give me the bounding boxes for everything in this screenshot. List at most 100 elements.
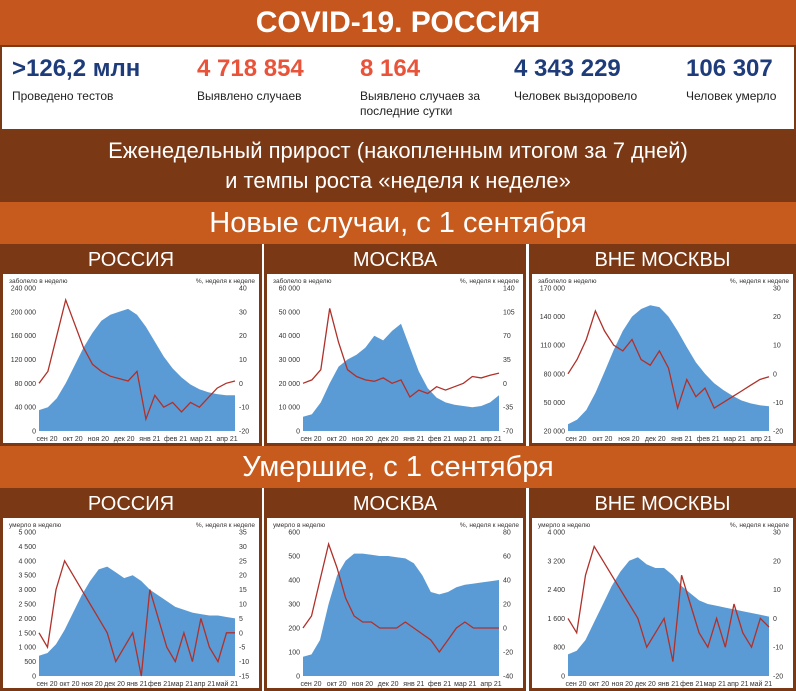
x-tick-label: апр 21 <box>194 681 215 688</box>
right-tick-label: 0 <box>503 381 507 388</box>
stat-deaths: 106 307 Человек умерло <box>686 55 776 104</box>
left-tick-label: 140 000 <box>540 314 565 321</box>
x-tick-label: фев 21 <box>164 436 187 443</box>
series-area <box>303 323 499 431</box>
panel-deaths-moscow: МОСКВА умерло в неделю %, неделя к неделе… <box>264 488 526 691</box>
left-tick-label: 1 000 <box>18 645 36 652</box>
x-tick-label: янв 21 <box>403 681 424 688</box>
chart-cases-moscow: заболело в неделю %, неделя к неделе 60 00… <box>273 277 519 443</box>
right-tick-label: -10 <box>239 405 249 412</box>
x-tick-label: ноя 20 <box>618 436 639 443</box>
left-axis-label: заболело в неделю <box>273 277 332 285</box>
left-tick-label: 170 000 <box>540 286 565 293</box>
right-tick-label: 140 <box>503 286 515 293</box>
right-tick-label: 0 <box>239 630 243 637</box>
right-tick-label: 30 <box>773 530 781 537</box>
right-tick-label: 0 <box>239 381 243 388</box>
left-axis-label: заболело в неделю <box>9 277 68 285</box>
left-tick-label: 0 <box>32 429 36 436</box>
right-tick-label: 20 <box>239 333 247 340</box>
right-tick-label: 0 <box>503 626 507 633</box>
x-tick-label: фев 21 <box>428 681 451 688</box>
right-tick-label: 10 <box>239 357 247 364</box>
stat-label: Выявлено случаев за последние сутки <box>360 89 481 118</box>
right-tick-label: -35 <box>503 405 513 412</box>
stat-tests: >126,2 млн Проведено тестов <box>12 55 140 104</box>
x-tick-label: дек 20 <box>114 436 135 443</box>
left-tick-label: 0 <box>296 429 300 436</box>
x-tick-label: дек 20 <box>378 436 399 443</box>
right-tick-label: -20 <box>503 650 513 657</box>
x-tick-label: мар 21 <box>454 681 476 688</box>
right-tick-label: 0 <box>773 371 777 378</box>
right-axis-label: %, неделя к неделе <box>196 522 255 529</box>
left-tick-label: 50 000 <box>544 400 566 407</box>
right-tick-label: 20 <box>773 314 781 321</box>
left-tick-label: 200 <box>288 626 300 633</box>
series-line <box>38 559 235 677</box>
x-tick-label: дек 20 <box>635 681 656 688</box>
chart-cases-russia: заболело в неделю %, неделя к неделе 240 0… <box>9 277 255 443</box>
panel-deaths-outside-moscow: ВНЕ МОСКВЫ умерло в неделю %, неделя к не… <box>529 488 796 691</box>
left-tick-label: 4 000 <box>547 530 565 537</box>
right-tick-label: 80 <box>503 530 511 537</box>
subheading-line-2: и темпы роста «неделя к неделе» <box>225 168 571 193</box>
left-axis-label: умерло в неделю <box>538 522 590 529</box>
panel-cases-moscow: МОСКВА заболело в неделю %, неделя к неде… <box>264 244 526 446</box>
x-tick-label: мар 21 <box>190 436 212 443</box>
right-tick-label: 70 <box>503 333 511 340</box>
x-tick-label: сен 20 <box>566 681 587 688</box>
left-tick-label: 5 000 <box>18 530 36 537</box>
stat-value: 106 307 <box>686 55 773 82</box>
series-area <box>39 308 235 431</box>
stat-value: 4 718 854 <box>197 55 304 82</box>
right-tick-label: -10 <box>239 659 249 666</box>
x-tick-label: дек 20 <box>104 681 125 688</box>
x-tick-label: ноя 20 <box>352 681 373 688</box>
left-tick-label: 50 000 <box>279 309 301 316</box>
left-tick-label: 500 <box>24 659 36 666</box>
right-axis-label: %, неделя к неделе <box>730 278 789 285</box>
x-tick-label: фев 21 <box>680 681 703 688</box>
x-tick-label: фев 21 <box>697 436 720 443</box>
left-tick-label: 0 <box>32 674 36 681</box>
left-tick-label: 20 000 <box>544 429 566 436</box>
right-tick-label: 10 <box>773 343 781 350</box>
right-tick-label: 35 <box>239 530 247 537</box>
right-tick-label: 20 <box>239 573 247 580</box>
panel-title: ВНЕ МОСКВЫ <box>532 491 793 518</box>
right-tick-label: 40 <box>503 578 511 585</box>
left-tick-label: 600 <box>288 530 300 537</box>
left-axis-label: заболело в неделю <box>538 277 597 285</box>
right-tick-label: 35 <box>503 357 511 364</box>
x-tick-label: дек 20 <box>645 436 666 443</box>
chart-deaths-outside-moscow: умерло в неделю %, неделя к неделе 4 000 3 … <box>538 522 789 688</box>
left-tick-label: 2 400 <box>547 587 565 594</box>
right-tick-label: 25 <box>239 558 247 565</box>
x-tick-label: апр 21 <box>480 436 501 443</box>
x-tick-label: янв 21 <box>126 681 147 688</box>
right-axis-label: %, неделя к неделе <box>196 278 255 285</box>
left-axis-label: умерло в неделю <box>273 522 325 529</box>
x-tick-label: сен 20 <box>301 681 322 688</box>
series-area <box>39 566 235 676</box>
left-tick-label: 500 <box>288 554 300 561</box>
x-tick-label: апр 21 <box>750 436 771 443</box>
right-tick-label: 5 <box>239 616 243 623</box>
left-tick-label: 20 000 <box>279 381 301 388</box>
right-tick-label: -70 <box>503 429 513 436</box>
x-tick-label: окт 20 <box>592 436 612 443</box>
left-tick-label: 3 500 <box>18 573 36 580</box>
x-tick-label: фев 21 <box>428 436 451 443</box>
x-tick-label: окт 20 <box>327 436 347 443</box>
right-tick-label: 105 <box>503 309 515 316</box>
right-tick-label: -20 <box>773 429 783 436</box>
series-line <box>567 544 770 662</box>
right-axis-label: %, неделя к неделе <box>460 522 519 529</box>
right-tick-label: 10 <box>773 587 781 594</box>
stat-value: 8 164 <box>360 55 421 82</box>
subheading: Еженедельный прирост (накопленным итогом… <box>0 131 796 202</box>
stat-cases: 4 718 854 Выявлено случаев <box>197 55 304 104</box>
left-tick-label: 1 500 <box>18 630 36 637</box>
x-tick-label: окт 20 <box>327 681 347 688</box>
